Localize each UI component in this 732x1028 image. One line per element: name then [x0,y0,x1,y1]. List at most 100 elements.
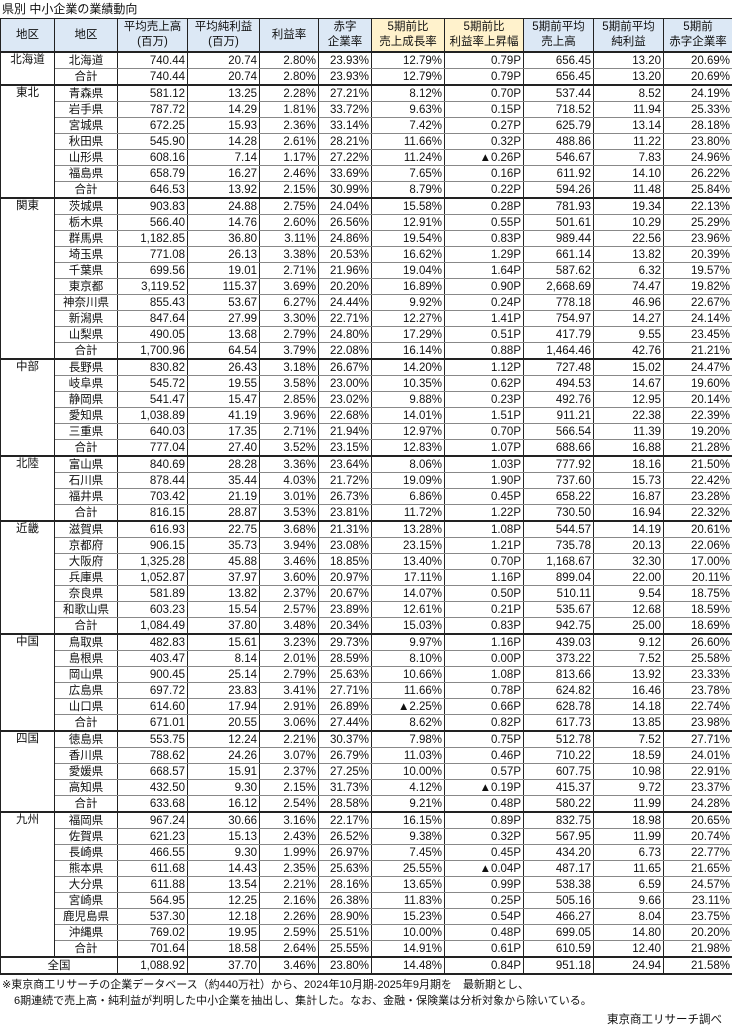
table-cell: 0.24P [445,295,524,311]
prefecture-name: 合計 [55,343,118,360]
table-cell: 701.64 [118,941,188,958]
table-cell: 580.22 [524,796,594,813]
table-cell: 25.14 [188,667,260,683]
table-cell: 737.60 [524,473,594,489]
table-cell: 18.98 [594,812,664,829]
table-cell: 28.21% [319,134,372,150]
prefecture-name: 鳥取県 [55,634,118,651]
table-cell: 2.21% [260,731,319,748]
table-cell: 494.53 [524,376,594,392]
table-cell: 6.32 [594,263,664,279]
table-cell: 16.88 [594,440,664,457]
table-cell: 14.18 [594,699,664,715]
table-cell: 439.03 [524,634,594,651]
table-cell: 20.53% [319,247,372,263]
table-cell: 0.16P [445,166,524,182]
table-cell: 17.35 [188,424,260,440]
table-cell: 661.14 [524,247,594,263]
table-cell: 9.97% [372,634,445,651]
table-cell: 24.44% [319,295,372,311]
table-cell: 1.51P [445,408,524,424]
prefecture-name: 富山県 [55,456,118,473]
table-cell: 0.99P [445,877,524,893]
table-cell: 2,668.69 [524,279,594,295]
table-cell: 6.27% [260,295,319,311]
table-cell: 23.98% [664,715,732,732]
table-cell: 466.55 [118,845,188,861]
table-cell: 587.62 [524,263,594,279]
table-cell: 3.41% [260,683,319,699]
table-cell: 7.14 [188,150,260,166]
table-cell: 8.52 [594,85,664,102]
table-cell: 1,325.28 [118,554,188,570]
table-cell: 14.01% [372,408,445,424]
table-cell: 0.27P [445,118,524,134]
table-cell: 621.23 [118,829,188,845]
table-cell: 23.81% [319,505,372,522]
table-cell: 22.56 [594,231,664,247]
table-cell: 23.83 [188,683,260,699]
table-cell: ▲0.19P [445,780,524,796]
table-cell: 11.24% [372,150,445,166]
table-cell: 2.79% [260,327,319,343]
table-cell: 617.73 [524,715,594,732]
footnote-line-2: 6期連続で売上高・純利益が判明した中小企業を抽出し、集計した。なお、金融・保険業… [14,994,732,1009]
table-cell: 23.15% [372,538,445,554]
table-cell: 24.47% [664,359,732,376]
table-cell: 3.06% [260,715,319,732]
table-cell: 16.12 [188,796,260,813]
table-cell: 566.40 [118,215,188,231]
table-cell: 42.76 [594,343,664,360]
table-cell: 22.74% [664,699,732,715]
table-cell: 8.06% [372,456,445,473]
table-cell: 12.27% [372,311,445,327]
table-cell: 30.66 [188,812,260,829]
table-cell: 14.43 [188,861,260,877]
table-cell: 13.28% [372,521,445,538]
table-cell: 3.46% [260,554,319,570]
table-cell: 13.54 [188,877,260,893]
table-cell: 15.23% [372,909,445,925]
table-cell: 12.18 [188,909,260,925]
table-cell: 830.82 [118,359,188,376]
table-cell: 538.38 [524,877,594,893]
region-name: 四国 [1,731,55,812]
table-cell: 33.69% [319,166,372,182]
table-cell: 373.22 [524,651,594,667]
table-cell: 21.19 [188,489,260,505]
table-cell: 0.70P [445,85,524,102]
table-cell: 13.82 [188,586,260,602]
table-cell: 25.00 [594,618,664,635]
table-cell: 9.72 [594,780,664,796]
source-credit: 東京商工リサーチ調べ [0,1013,722,1028]
column-header: 平均売上高 (百万) [118,19,188,53]
region-name: 関東 [1,198,55,359]
table-cell: 21.98% [664,941,732,958]
table-cell: 21.31% [319,521,372,538]
table-cell: 3.16% [260,812,319,829]
table-cell: 22.42% [664,473,732,489]
table-cell: 20.97% [319,570,372,586]
table-cell: 0.70P [445,424,524,440]
table-cell: 8.10% [372,651,445,667]
table-cell: 10.66% [372,667,445,683]
table-cell: 2.37% [260,764,319,780]
table-cell: 2.15% [260,780,319,796]
table-cell: 22.32% [664,505,732,522]
prefecture-name: 合計 [55,440,118,457]
table-cell: 32.30 [594,554,664,570]
table-cell: 7.52 [594,651,664,667]
table-cell: 24.04% [319,198,372,215]
